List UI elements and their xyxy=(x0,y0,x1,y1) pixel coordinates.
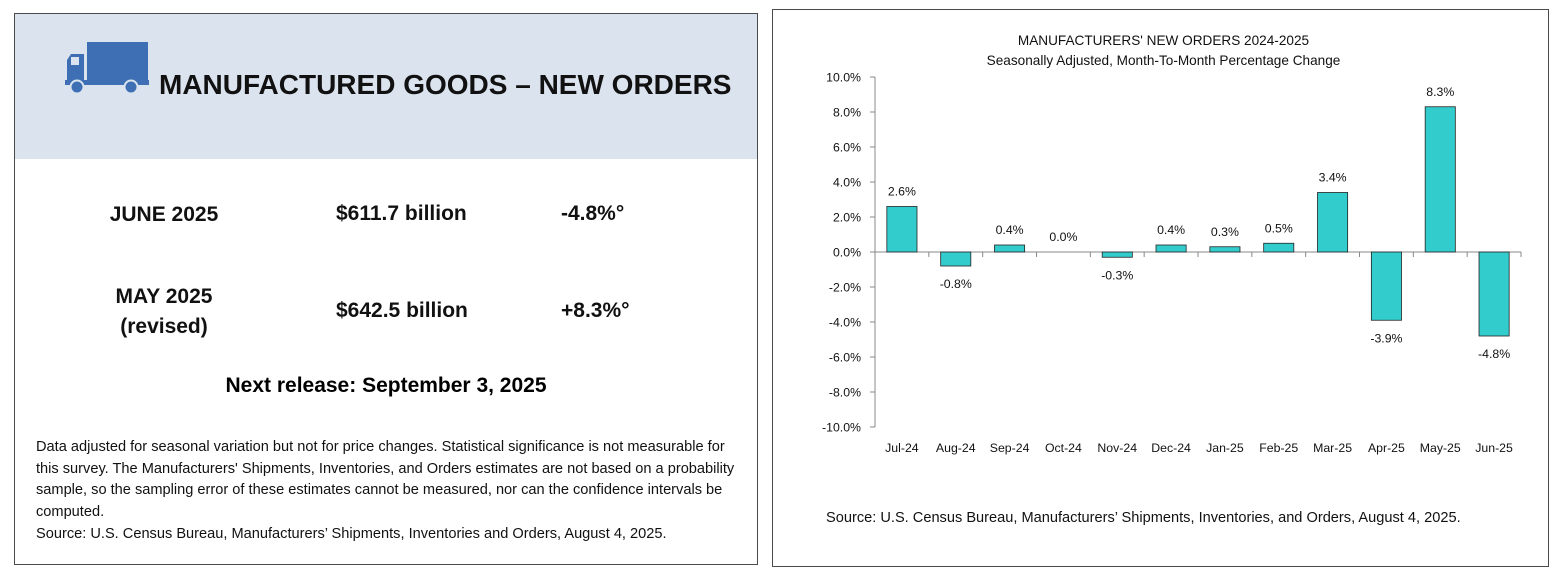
bar xyxy=(1102,252,1132,257)
data-label: -0.8% xyxy=(940,277,972,291)
x-tick-label: Oct-24 xyxy=(1045,441,1082,455)
data-label: 8.3% xyxy=(1426,85,1454,99)
x-tick-label: Apr-25 xyxy=(1368,441,1405,455)
data-label: 3.4% xyxy=(1319,171,1347,185)
row1-change: -4.8%° xyxy=(561,202,624,226)
data-label: -3.9% xyxy=(1370,331,1402,345)
bar xyxy=(1425,107,1455,252)
chart-panel: MANUFACTURERS' NEW ORDERS 2024-2025 Seas… xyxy=(772,9,1549,567)
data-label: 2.6% xyxy=(888,185,916,199)
y-tick-label: 6.0% xyxy=(833,141,861,155)
y-tick-label: -6.0% xyxy=(829,351,861,365)
y-tick-label: 8.0% xyxy=(833,106,861,120)
row2-period: MAY 2025 xyxy=(49,282,279,312)
bar-chart: 10.0% 8.0% 6.0% 4.0% 2.0% 0.0% -2.0% -4.0% -6.0%… xyxy=(773,10,1550,510)
bar xyxy=(1156,245,1186,252)
data-label: 0.4% xyxy=(996,223,1024,237)
methodology-note: Data adjusted for seasonal variation but… xyxy=(36,437,751,546)
y-tick-label: -10.0% xyxy=(822,421,861,435)
x-tick-label: Mar-25 xyxy=(1313,441,1352,455)
data-label: -4.8% xyxy=(1478,347,1510,361)
x-tick-label: Sep-24 xyxy=(990,441,1030,455)
x-tick-label: Jul-24 xyxy=(885,441,919,455)
note-text: Data adjusted for seasonal variation but… xyxy=(36,437,751,524)
x-tick-label: Jun-25 xyxy=(1475,441,1513,455)
bar xyxy=(941,252,971,266)
y-tick-label: -4.0% xyxy=(829,316,861,330)
truck-icon xyxy=(65,40,151,96)
y-tick-label: -2.0% xyxy=(829,281,861,295)
x-tick-label: Aug-24 xyxy=(936,441,976,455)
summary-panel: MANUFACTURED GOODS – NEW ORDERS JUNE 202… xyxy=(14,13,758,565)
data-label: 0.4% xyxy=(1157,223,1185,237)
data-label: 0.5% xyxy=(1265,221,1293,235)
bar xyxy=(1371,252,1401,320)
y-tick-label: 4.0% xyxy=(833,176,861,190)
row2-value: $642.5 billion xyxy=(336,299,468,323)
chart-source: Source: U.S. Census Bureau, Manufacturer… xyxy=(826,510,1461,526)
row2-change: +8.3%° xyxy=(561,299,630,323)
bar xyxy=(887,207,917,253)
next-release: Next release: September 3, 2025 xyxy=(15,374,757,398)
x-tick-label: Dec-24 xyxy=(1151,441,1191,455)
data-label: 0.0% xyxy=(1049,230,1077,244)
bar xyxy=(995,245,1025,252)
bar xyxy=(1318,193,1348,253)
y-tick-label: -8.0% xyxy=(829,386,861,400)
bar xyxy=(1210,247,1240,252)
header-banner: MANUFACTURED GOODS – NEW ORDERS xyxy=(15,14,757,159)
y-tick-label: 10.0% xyxy=(826,71,861,85)
y-tick-label: 0.0% xyxy=(833,246,861,260)
bar xyxy=(1479,252,1509,336)
data-label: -0.3% xyxy=(1101,268,1133,282)
note-source: Source: U.S. Census Bureau, Manufacturer… xyxy=(36,524,751,546)
row1-value: $611.7 billion xyxy=(336,202,467,226)
x-tick-label: Jan-25 xyxy=(1206,441,1244,455)
y-tick-label: 2.0% xyxy=(833,211,861,225)
row1-period: JUNE 2025 xyxy=(49,200,279,230)
page-title: MANUFACTURED GOODS – NEW ORDERS xyxy=(159,69,731,101)
row2-period-note: (revised) xyxy=(49,312,279,342)
data-label: 0.3% xyxy=(1211,225,1239,239)
x-tick-label: Nov-24 xyxy=(1097,441,1137,455)
bar xyxy=(1264,243,1294,252)
x-tick-label: May-25 xyxy=(1420,441,1461,455)
x-tick-label: Feb-25 xyxy=(1259,441,1298,455)
